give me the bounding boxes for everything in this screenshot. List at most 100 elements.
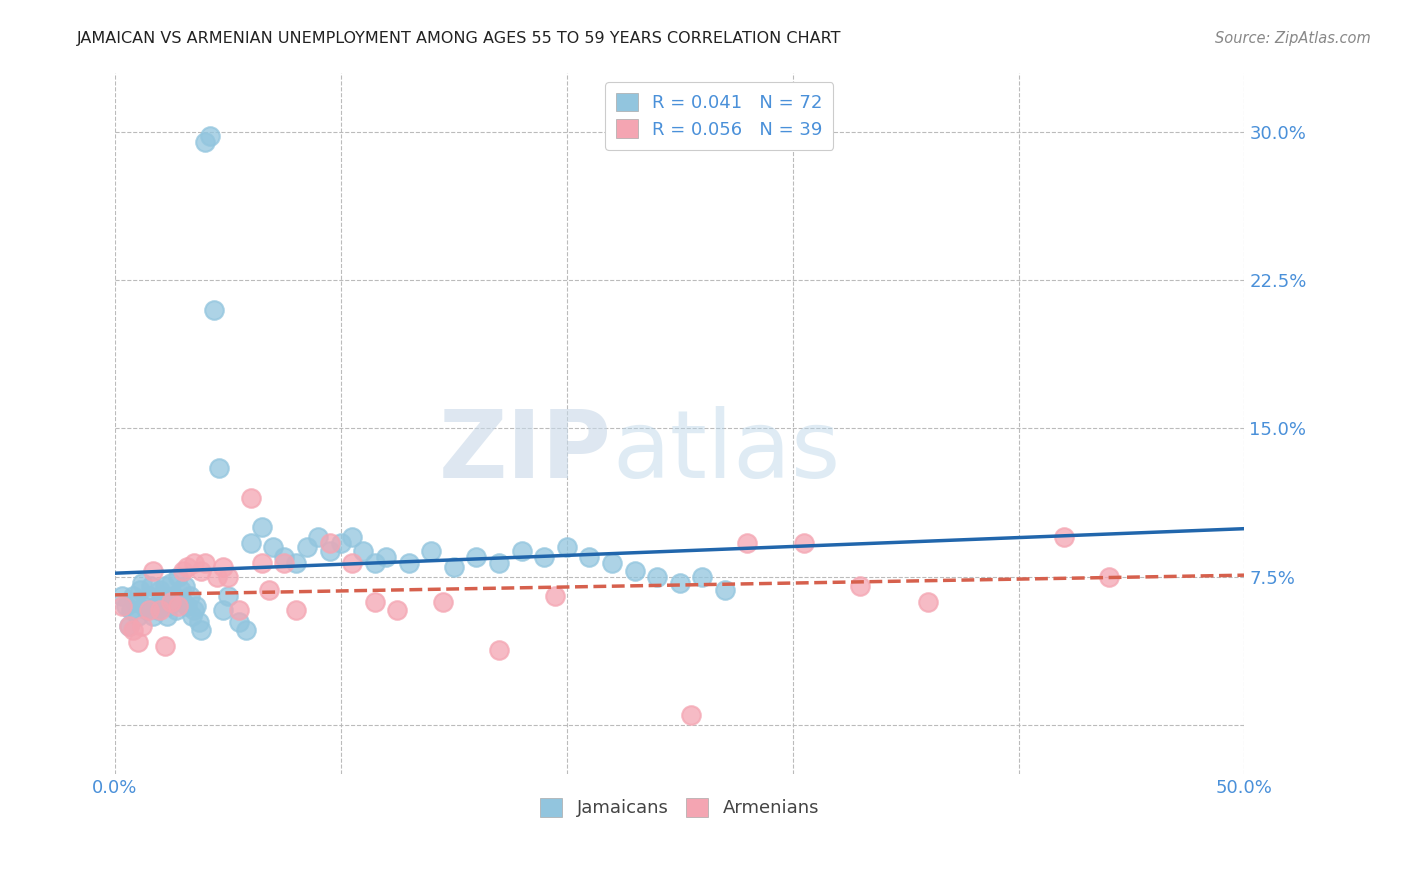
Point: [152, 590, 174, 604]
Point: [142, 609, 165, 624]
Point: [250, 520, 273, 534]
Point: [198, 129, 221, 144]
Point: [318, 536, 340, 550]
Point: [141, 580, 163, 594]
Point: [122, 623, 145, 637]
Point: [131, 575, 153, 590]
Point: [169, 583, 191, 598]
Point: [165, 603, 187, 617]
Point: [111, 599, 134, 614]
Point: [488, 642, 510, 657]
Point: [679, 707, 702, 722]
Point: [156, 609, 179, 624]
Point: [714, 583, 737, 598]
Point: [668, 575, 690, 590]
Point: [295, 540, 318, 554]
Point: [142, 564, 165, 578]
Point: [623, 564, 645, 578]
Point: [533, 549, 555, 564]
Point: [793, 536, 815, 550]
Point: [157, 599, 180, 614]
Point: [117, 619, 139, 633]
Point: [578, 549, 600, 564]
Point: [163, 590, 186, 604]
Point: [364, 556, 387, 570]
Point: [172, 564, 194, 578]
Point: [186, 599, 208, 614]
Point: [262, 540, 284, 554]
Point: [174, 580, 197, 594]
Point: [212, 603, 235, 617]
Point: [1098, 569, 1121, 583]
Text: ZIP: ZIP: [439, 406, 612, 498]
Point: [111, 590, 134, 604]
Point: [208, 461, 231, 475]
Point: [135, 603, 157, 617]
Point: [183, 603, 205, 617]
Point: [432, 595, 454, 609]
Point: [217, 569, 239, 583]
Point: [127, 609, 149, 624]
Point: [284, 603, 307, 617]
Point: [420, 544, 443, 558]
Point: [202, 303, 225, 318]
Point: [128, 583, 150, 598]
Point: [176, 599, 198, 614]
Point: [849, 580, 872, 594]
Point: [443, 559, 465, 574]
Point: [127, 635, 149, 649]
Point: [122, 590, 145, 604]
Point: [228, 615, 250, 629]
Point: [600, 556, 623, 570]
Point: [145, 599, 167, 614]
Point: [465, 549, 488, 564]
Point: [510, 544, 533, 558]
Point: [398, 556, 420, 570]
Point: [131, 619, 153, 633]
Point: [190, 623, 212, 637]
Point: [1053, 530, 1076, 544]
Text: JAMAICAN VS ARMENIAN UNEMPLOYMENT AMONG AGES 55 TO 59 YEARS CORRELATION CHART: JAMAICAN VS ARMENIAN UNEMPLOYMENT AMONG …: [77, 31, 842, 46]
Point: [124, 595, 146, 609]
Point: [180, 609, 202, 624]
Point: [190, 564, 212, 578]
Point: [153, 580, 176, 594]
Point: [134, 599, 156, 614]
Point: [364, 595, 387, 609]
Point: [160, 595, 183, 609]
Point: [284, 556, 307, 570]
Point: [235, 623, 257, 637]
Point: [138, 590, 160, 604]
Point: [692, 569, 714, 583]
Point: [375, 549, 398, 564]
Point: [149, 603, 172, 617]
Point: [737, 536, 759, 550]
Point: [153, 639, 176, 653]
Point: [544, 590, 567, 604]
Point: [217, 590, 239, 604]
Point: [183, 556, 205, 570]
Point: [187, 615, 209, 629]
Point: [167, 599, 190, 614]
Point: [205, 569, 228, 583]
Point: [149, 583, 172, 598]
Point: [179, 590, 201, 604]
Point: [115, 599, 138, 614]
Point: [488, 556, 510, 570]
Point: [645, 569, 668, 583]
Text: atlas: atlas: [612, 406, 841, 498]
Point: [138, 603, 160, 617]
Point: [176, 559, 198, 574]
Point: [555, 540, 578, 554]
Point: [257, 583, 280, 598]
Point: [212, 559, 235, 574]
Point: [307, 530, 329, 544]
Point: [172, 595, 194, 609]
Point: [117, 619, 139, 633]
Point: [120, 603, 142, 617]
Point: [228, 603, 250, 617]
Legend: Jamaicans, Armenians: Jamaicans, Armenians: [533, 791, 827, 825]
Point: [250, 556, 273, 570]
Point: [340, 530, 363, 544]
Point: [917, 595, 939, 609]
